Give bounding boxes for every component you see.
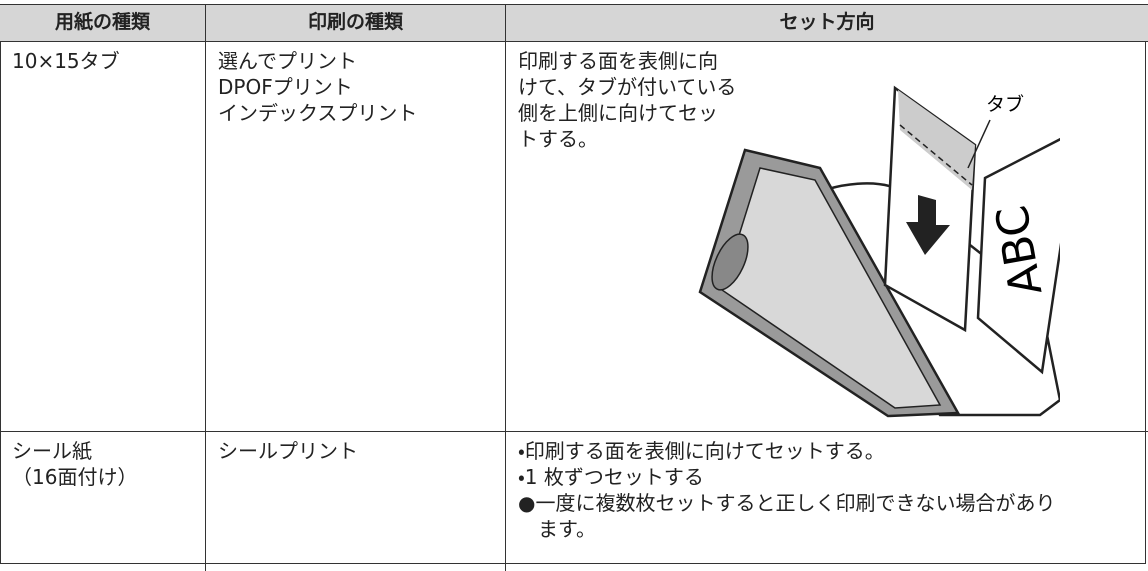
cell: ・印刷する面を表側に向けてセットする。 ・1 枚ずつセットする ●一度に複数枚セ… (505, 431, 1148, 571)
header-cell: 用紙の種類 (0, 4, 205, 41)
cell-text: ・印刷する面を表側に向けてセットする。 (518, 439, 885, 463)
cell-text: トする。 (518, 127, 598, 151)
cell-text: （16面付け） (12, 465, 138, 489)
cell-text: 10×15タブ (12, 49, 120, 73)
cell-text: ●一度に複数枚セットすると正しく印刷できない場合があります。 (518, 491, 1056, 541)
printer-illustration: ABC タブ (698, 85, 1060, 418)
cell: シールプリント (205, 431, 505, 571)
cell-text: DPOFプリント (218, 75, 353, 99)
cell-text: けて、タブが付いている (518, 75, 737, 99)
cell-text: インデックスプリント (218, 101, 418, 125)
header-cell: セット方向 (505, 4, 1148, 41)
cell: 10×15タブ (0, 41, 205, 431)
cell-text: 選んでプリント (218, 49, 357, 73)
tab-label: タブ (986, 93, 1024, 116)
cell-text: 側を上側に向けてセッ (518, 101, 718, 125)
cell: 選んでプリント DPOFプリント インデックスプリント (205, 41, 505, 431)
cell-text: 印刷する面を表側に向 (518, 49, 718, 73)
cell: シール紙 （16面付け） (0, 431, 205, 571)
cell-text: ・1 枚ずつセットする (518, 465, 704, 489)
header-cell: 印刷の種類 (205, 4, 505, 41)
cell-text: シールプリント (218, 439, 358, 463)
cell: 印刷する面を表側に向 けて、タブが付いている 側を上側に向けてセッ トする。 (505, 41, 1148, 431)
cell-text: シール紙 (12, 439, 92, 463)
